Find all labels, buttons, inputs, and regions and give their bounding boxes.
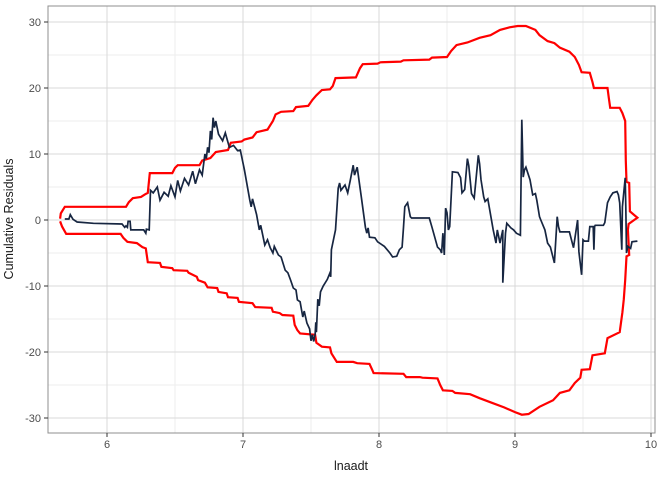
series-group bbox=[59, 24, 640, 416]
x-tick-label: 8 bbox=[376, 439, 382, 451]
y-tick-label: -30 bbox=[25, 413, 41, 425]
x-tick-label: 7 bbox=[240, 439, 246, 451]
y-tick-label: -10 bbox=[25, 281, 41, 293]
confidence-envelope-line bbox=[59, 24, 640, 416]
x-tick-label: 9 bbox=[512, 439, 518, 451]
axis-ticks bbox=[44, 21, 652, 437]
tick-labels: 6 7 8 9 10 -30 -20 -10 0 10 20 30 bbox=[25, 17, 657, 451]
y-tick-label: 10 bbox=[29, 149, 41, 161]
y-tick-label: 30 bbox=[29, 17, 41, 29]
cumulative-residuals-line bbox=[64, 117, 638, 342]
gridlines-major bbox=[48, 6, 655, 433]
x-axis-title: lnaadt bbox=[334, 459, 369, 473]
x-tick-label: 6 bbox=[104, 439, 110, 451]
x-tick-label: 10 bbox=[645, 439, 657, 451]
y-tick-label: -20 bbox=[25, 347, 41, 359]
y-axis-title: Cumulative Residuals bbox=[2, 159, 16, 280]
y-tick-label: 0 bbox=[35, 215, 41, 227]
y-tick-label: 20 bbox=[29, 83, 41, 95]
